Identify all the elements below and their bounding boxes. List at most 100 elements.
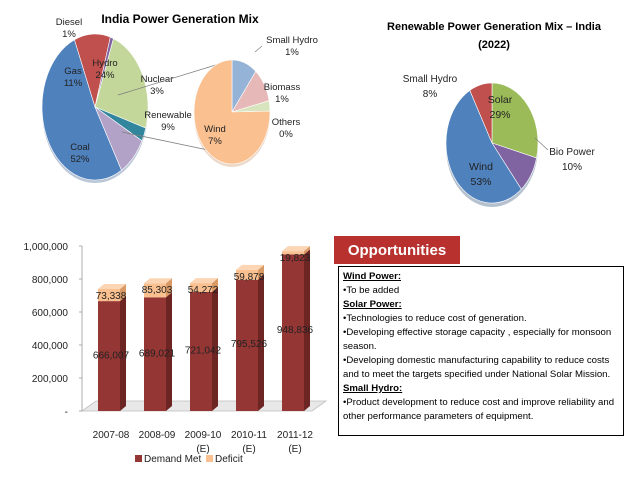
breakout-slice-wind <box>193 59 271 165</box>
breakout-label-biomass: Biomass <box>264 82 301 93</box>
legend-swatch-deficit <box>206 455 213 462</box>
pie2-slice-small-hydro <box>469 82 493 144</box>
pie2-leader <box>534 137 549 151</box>
x-category-label: (E) <box>288 444 301 455</box>
y-tick-label: 600,000 <box>32 308 69 319</box>
demand-value-label: 948,836 <box>277 325 314 336</box>
solar-power-item: •Developing domestic manufacturing capab… <box>343 355 611 380</box>
x-category-label: (E) <box>196 444 209 455</box>
wind-power-heading: Wind Power: <box>343 271 402 282</box>
bar-deficit-top <box>144 278 172 284</box>
pie1-label-coal: Coal <box>70 142 90 153</box>
bar-deficit-side <box>304 246 310 255</box>
deficit-value-label: 19,823 <box>280 253 311 264</box>
breakout-leader <box>254 45 263 53</box>
x-category-label: 2007-08 <box>93 430 130 441</box>
breakout-pct-others: 0% <box>279 129 293 140</box>
solar-power-heading: Solar Power: <box>343 299 402 310</box>
bar-deficit-side <box>120 284 126 302</box>
pie1-slice-renewable <box>94 106 143 171</box>
pie2-label-solar: Solar <box>488 94 513 106</box>
opportunities-header: Opportunities <box>334 236 460 264</box>
breakout-pct-biomass: 1% <box>275 94 289 105</box>
legend-label-demand: Demand Met <box>144 454 201 465</box>
deficit-value-label: 85,303 <box>142 285 173 296</box>
deficit-value-label: 54,272 <box>188 285 219 296</box>
pie2-label-wind: Wind <box>469 161 493 173</box>
y-tick-label: - <box>65 407 68 418</box>
bar-demand-side <box>166 292 172 411</box>
demand-value-label: 689,021 <box>139 348 176 359</box>
pie1-label-gas: Gas <box>64 66 82 77</box>
y-tick-label: 800,000 <box>32 275 69 286</box>
bar-deficit-top <box>236 264 264 270</box>
bar-demand-met <box>144 297 166 411</box>
demand-bar-chart: - 200,000 400,000 600,000 800,000 1,000,000 73… <box>24 242 328 465</box>
opportunities-box: Wind Power: •To be added Solar Power: •T… <box>338 266 624 436</box>
x-category-label: (E) <box>242 444 255 455</box>
breakout-pct-wind: 7% <box>208 136 222 147</box>
pie2-pct-small-hydro: 8% <box>423 89 438 100</box>
pie1-title: India Power Generation Mix <box>101 12 259 26</box>
wind-power-item: •To be added <box>343 285 400 296</box>
pie2-label-small-hydro: Small Hydro <box>403 74 458 85</box>
demand-value-label: 721,042 <box>185 346 222 357</box>
pie1-label-hydro: Hydro <box>92 58 117 69</box>
bar-demand-side <box>258 274 264 411</box>
bar-deficit-side <box>258 264 264 280</box>
y-tick-label: 400,000 <box>32 341 69 352</box>
deficit-value-label: 59,878 <box>234 272 265 283</box>
pie2-slice-wind <box>445 89 522 204</box>
legend-swatch-demand <box>135 455 142 462</box>
pie2-pct-solar: 29% <box>489 109 510 121</box>
pie1-pct-gas: 11% <box>64 78 83 89</box>
pie2-pct-bio-power: 10% <box>562 162 582 173</box>
bar-deficit <box>236 269 258 280</box>
pie2-slice-solar <box>491 82 539 159</box>
pie1-pct-hydro: 24% <box>95 70 115 81</box>
bar-demand-met <box>190 292 212 411</box>
bar-demand-side <box>120 296 126 411</box>
pie1-slice-coal <box>41 39 122 181</box>
renewable-mix-pie: Solar 29% Bio Power 10% Wind 53% Small Hydro 8% <box>403 74 595 207</box>
breakout-label-others: Others <box>272 117 301 128</box>
deficit-value-label: 73,338 <box>96 291 127 302</box>
demand-value-label: 666,007 <box>93 351 130 362</box>
bar-demand-met <box>236 279 258 411</box>
breakout-label-small-hydro: Small Hydro <box>266 35 318 46</box>
bar-demand-side <box>212 287 218 411</box>
pie2-title-line1: Renewable Power Generation Mix – India <box>387 21 602 33</box>
bar-deficit-top <box>98 284 126 290</box>
x-category-label: 2011-12 <box>277 430 313 441</box>
x-category-label: 2008-09 <box>139 430 176 441</box>
breakout-label-wind: Wind <box>204 124 226 135</box>
demand-value-label: 795,526 <box>231 339 268 350</box>
solar-power-item: •Developing effective storage capacity ,… <box>343 327 612 352</box>
bar-deficit <box>98 289 120 302</box>
bar-deficit-top <box>190 278 218 284</box>
y-tick-label: 200,000 <box>32 374 69 385</box>
bar-deficit-side <box>212 278 218 293</box>
small-hydro-heading: Small Hydro: <box>343 383 403 394</box>
bar-deficit <box>144 283 166 298</box>
pie2-title-line2: (2022) <box>478 39 510 51</box>
pie1-label-diesel: Diesel <box>56 17 82 28</box>
breakout-pct-small-hydro: 1% <box>285 47 299 58</box>
bar-deficit <box>282 251 304 255</box>
pie1-pct-diesel: 1% <box>62 29 76 40</box>
y-tick-label: 1,000,000 <box>24 242 69 253</box>
x-category-label: 2010-11 <box>231 430 267 441</box>
pie2-pct-wind: 53% <box>470 176 491 188</box>
pie1-connector <box>117 59 233 96</box>
pie1-pct-coal: 52% <box>70 154 90 165</box>
small-hydro-item: •Product development to reduce cost and … <box>343 397 615 422</box>
legend-label-deficit: Deficit <box>215 454 243 465</box>
x-category-label: 2009-10 <box>185 430 222 441</box>
pie1-label-nuclear: Nuclear <box>141 74 174 85</box>
bar-demand-met <box>282 254 304 411</box>
bar-deficit <box>190 283 212 293</box>
pie1-slice-hydro <box>94 38 149 129</box>
pie2-label-bio-power: Bio Power <box>549 147 595 158</box>
bar-demand-met <box>98 301 120 411</box>
